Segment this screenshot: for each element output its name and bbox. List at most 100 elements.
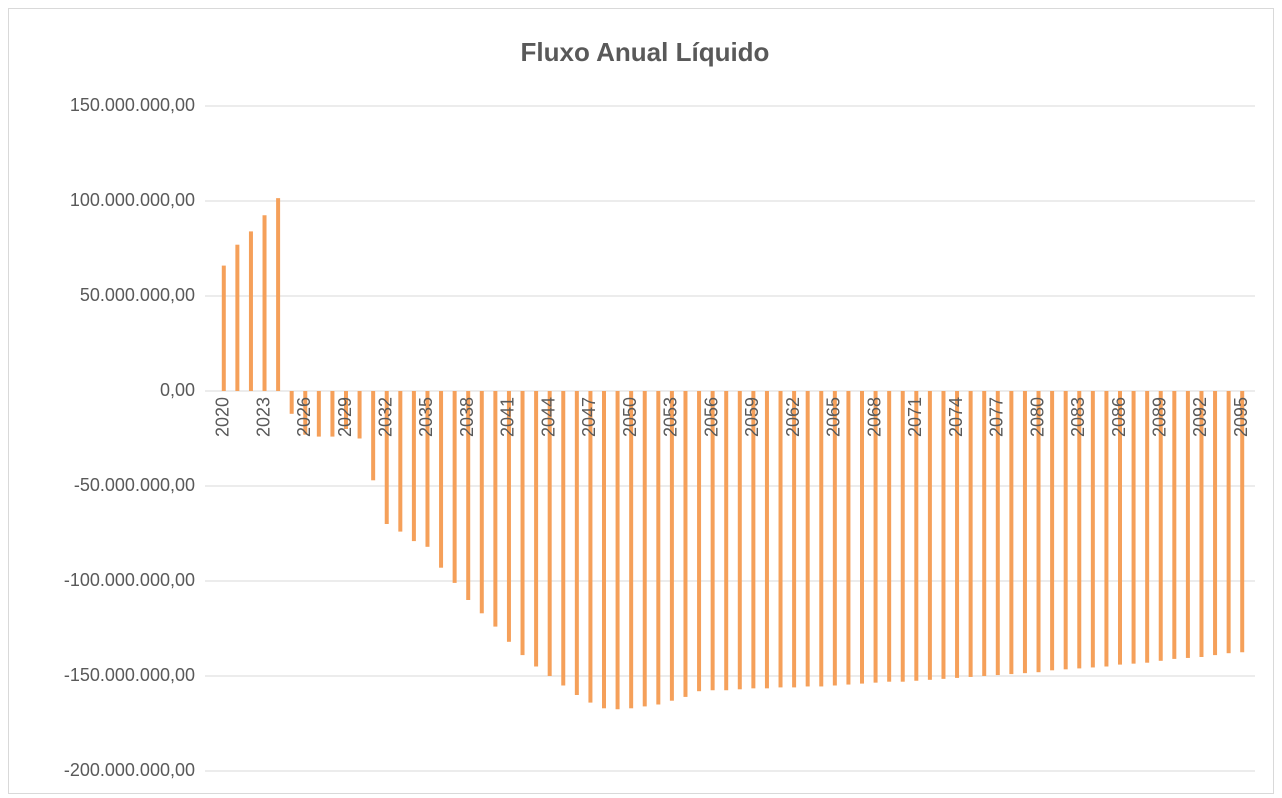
bar xyxy=(846,391,851,685)
x-tick-label: 2089 xyxy=(1149,397,1169,437)
bar xyxy=(995,391,1000,676)
bar xyxy=(737,391,742,690)
bar xyxy=(276,198,281,391)
bar xyxy=(805,391,810,687)
x-tick-label: 2053 xyxy=(661,397,681,437)
bar xyxy=(520,391,525,656)
x-tick-label: 2083 xyxy=(1068,397,1088,437)
bar xyxy=(656,391,661,705)
y-tick-label: -100.000.000,00 xyxy=(64,570,195,590)
x-tick-label: 2050 xyxy=(620,397,640,437)
bar xyxy=(1090,391,1095,668)
bar xyxy=(235,244,240,391)
bar xyxy=(751,391,756,689)
bar xyxy=(534,391,539,667)
bar xyxy=(1009,391,1014,675)
x-tick-label: 2092 xyxy=(1190,397,1210,437)
bar xyxy=(669,391,674,701)
bar xyxy=(357,391,362,439)
bar xyxy=(262,215,267,391)
bar xyxy=(1213,391,1218,656)
bar xyxy=(1036,391,1041,673)
bar xyxy=(602,391,606,709)
bar xyxy=(248,231,253,391)
y-tick-label: 0,00 xyxy=(160,380,195,400)
bar xyxy=(561,391,566,686)
x-tick-label: 2026 xyxy=(294,397,314,437)
bar xyxy=(873,391,878,683)
bar xyxy=(425,391,430,547)
x-tick-label: 2020 xyxy=(213,397,233,437)
bar xyxy=(221,265,226,391)
bar xyxy=(439,391,444,568)
bar xyxy=(1185,391,1190,658)
bar xyxy=(968,391,973,677)
bar xyxy=(819,391,824,687)
bar xyxy=(466,391,471,600)
bar xyxy=(411,391,416,542)
bar xyxy=(1022,391,1027,674)
bar xyxy=(927,391,932,680)
bar xyxy=(900,391,905,682)
x-tick-label: 2047 xyxy=(579,397,599,437)
x-tick-label: 2095 xyxy=(1231,397,1251,437)
bar xyxy=(629,391,634,709)
bar xyxy=(547,391,552,676)
bar xyxy=(1118,391,1122,665)
bar xyxy=(615,391,620,710)
bar xyxy=(778,391,783,688)
bar xyxy=(303,391,308,435)
bar xyxy=(574,391,579,695)
y-tick-label: -150.000.000,00 xyxy=(64,665,195,685)
x-tick-label: 2032 xyxy=(375,397,395,437)
bar xyxy=(955,391,960,678)
bar xyxy=(1158,391,1163,661)
y-tick-label: 150.000.000,00 xyxy=(70,95,195,115)
x-tick-label: 2068 xyxy=(864,397,884,437)
bar xyxy=(384,391,389,524)
x-tick-label: 2074 xyxy=(946,397,966,437)
x-tick-label: 2044 xyxy=(538,397,558,437)
y-tick-label: -200.000.000,00 xyxy=(64,760,195,780)
bar xyxy=(1104,391,1109,667)
chart-frame xyxy=(8,8,1274,794)
bar xyxy=(316,391,321,437)
bar xyxy=(344,391,348,429)
bar xyxy=(506,391,511,642)
bar xyxy=(289,391,294,414)
chart-title: Fluxo Anual Líquido xyxy=(521,37,770,67)
bar xyxy=(683,391,688,697)
bar xyxy=(1131,391,1136,664)
bar xyxy=(493,391,498,627)
x-tick-label: 2065 xyxy=(824,397,844,437)
x-tick-label: 2062 xyxy=(783,397,803,437)
x-tick-label: 2077 xyxy=(987,397,1007,437)
bar xyxy=(642,391,647,707)
bar xyxy=(588,391,593,703)
bar xyxy=(371,391,376,481)
bar xyxy=(764,391,769,689)
y-tick-label: -50.000.000,00 xyxy=(74,475,195,495)
x-tick-label: 2041 xyxy=(498,397,518,437)
x-tick-label: 2029 xyxy=(335,397,355,437)
bar xyxy=(1172,391,1177,659)
bar xyxy=(1063,391,1068,670)
y-tick-label: 100.000.000,00 xyxy=(70,190,195,210)
bar xyxy=(887,391,892,682)
x-tick-label: 2059 xyxy=(742,397,762,437)
x-tick-label: 2023 xyxy=(253,397,273,437)
bar xyxy=(697,391,702,692)
bar xyxy=(1145,391,1150,663)
x-tick-label: 2056 xyxy=(701,397,721,437)
y-tick-label: 50.000.000,00 xyxy=(80,285,195,305)
bar xyxy=(941,391,946,679)
bar xyxy=(1240,391,1245,653)
x-tick-label: 2080 xyxy=(1027,397,1047,437)
bar xyxy=(860,391,864,684)
bar xyxy=(710,391,715,691)
bar xyxy=(914,391,919,681)
x-tick-label: 2035 xyxy=(416,397,436,437)
x-tick-label: 2086 xyxy=(1109,397,1129,437)
bar xyxy=(479,391,484,614)
bar xyxy=(398,391,403,532)
